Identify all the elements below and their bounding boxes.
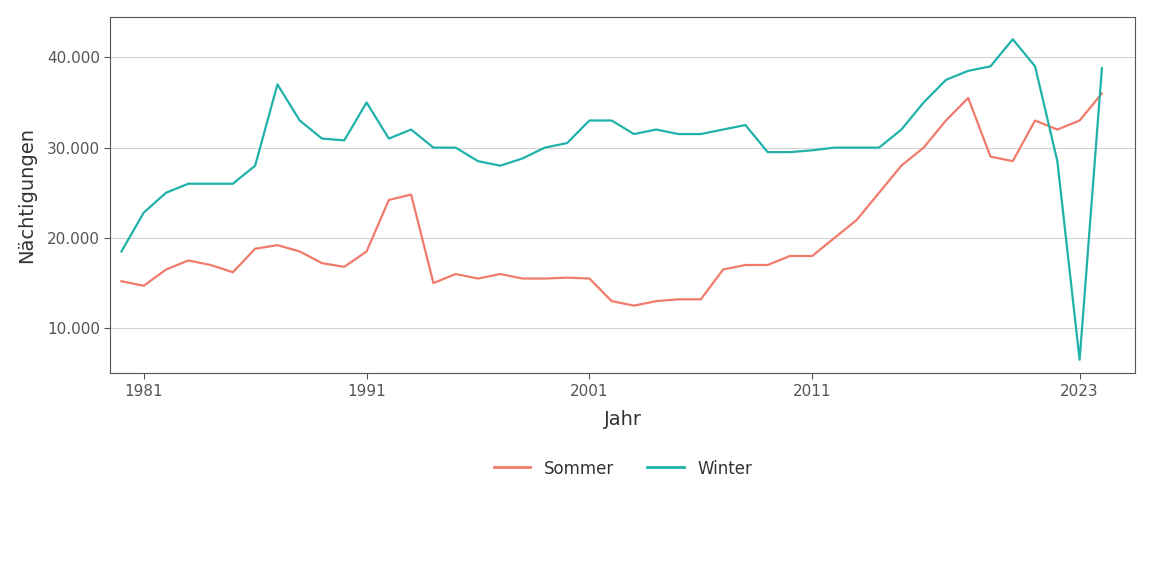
Winter <box>204 180 218 187</box>
Sommer <box>271 242 285 249</box>
Sommer <box>1028 117 1041 124</box>
Winter <box>159 190 173 196</box>
Sommer <box>694 296 707 303</box>
Sommer <box>471 275 485 282</box>
Sommer <box>672 296 685 303</box>
Winter <box>404 126 418 133</box>
Winter <box>939 77 953 84</box>
Sommer <box>627 302 641 309</box>
Sommer <box>248 245 262 252</box>
Sommer <box>316 260 329 267</box>
Sommer <box>1073 117 1086 124</box>
Winter <box>1028 63 1041 70</box>
Sommer <box>917 144 931 151</box>
Winter <box>516 155 530 162</box>
Sommer <box>137 282 151 289</box>
Winter <box>1006 36 1020 43</box>
Sommer <box>650 298 664 305</box>
Winter <box>760 149 774 156</box>
Winter <box>1073 357 1086 363</box>
Sommer <box>961 94 975 101</box>
Winter <box>672 131 685 138</box>
Line: Winter: Winter <box>121 39 1102 360</box>
Legend: Sommer, Winter: Sommer, Winter <box>487 453 759 484</box>
Winter <box>181 180 195 187</box>
Winter <box>137 209 151 216</box>
Sommer <box>516 275 530 282</box>
Sommer <box>159 266 173 273</box>
Winter <box>493 162 507 169</box>
Sommer <box>738 262 752 268</box>
Sommer <box>226 269 240 276</box>
Winter <box>850 144 864 151</box>
Sommer <box>204 262 218 268</box>
Sommer <box>1051 126 1064 133</box>
Sommer <box>493 271 507 278</box>
Sommer <box>114 278 128 285</box>
Sommer <box>605 298 619 305</box>
Winter <box>248 162 262 169</box>
Sommer <box>850 217 864 223</box>
Y-axis label: Nächtigungen: Nächtigungen <box>16 127 36 263</box>
Sommer <box>939 117 953 124</box>
Line: Sommer: Sommer <box>121 93 1102 306</box>
Sommer <box>984 153 998 160</box>
Winter <box>805 147 819 154</box>
Winter <box>738 122 752 128</box>
Winter <box>717 126 730 133</box>
Winter <box>359 99 373 106</box>
Winter <box>271 81 285 88</box>
Sommer <box>404 191 418 198</box>
Winter <box>316 135 329 142</box>
Winter <box>226 180 240 187</box>
Winter <box>583 117 597 124</box>
Winter <box>827 144 841 151</box>
Winter <box>1051 158 1064 165</box>
Sommer <box>560 274 574 281</box>
Sommer <box>181 257 195 264</box>
Sommer <box>538 275 552 282</box>
Winter <box>627 131 641 138</box>
Sommer <box>827 234 841 241</box>
Sommer <box>894 162 908 169</box>
Sommer <box>382 196 396 203</box>
Winter <box>338 137 351 144</box>
Sommer <box>359 248 373 255</box>
Sommer <box>426 279 440 286</box>
Winter <box>894 126 908 133</box>
Winter <box>426 144 440 151</box>
Winter <box>114 248 128 255</box>
Winter <box>694 131 707 138</box>
Sommer <box>717 266 730 273</box>
X-axis label: Jahr: Jahr <box>604 410 642 429</box>
Winter <box>1096 65 1109 71</box>
Winter <box>538 144 552 151</box>
Winter <box>650 126 664 133</box>
Winter <box>382 135 396 142</box>
Sommer <box>449 271 463 278</box>
Sommer <box>760 262 774 268</box>
Sommer <box>1006 158 1020 165</box>
Sommer <box>872 190 886 196</box>
Winter <box>961 67 975 74</box>
Sommer <box>805 252 819 259</box>
Sommer <box>338 263 351 270</box>
Winter <box>471 158 485 165</box>
Winter <box>560 139 574 146</box>
Sommer <box>1096 90 1109 97</box>
Winter <box>783 149 797 156</box>
Sommer <box>783 252 797 259</box>
Winter <box>605 117 619 124</box>
Winter <box>917 99 931 106</box>
Sommer <box>293 248 306 255</box>
Winter <box>449 144 463 151</box>
Winter <box>293 117 306 124</box>
Winter <box>984 63 998 70</box>
Winter <box>872 144 886 151</box>
Sommer <box>583 275 597 282</box>
